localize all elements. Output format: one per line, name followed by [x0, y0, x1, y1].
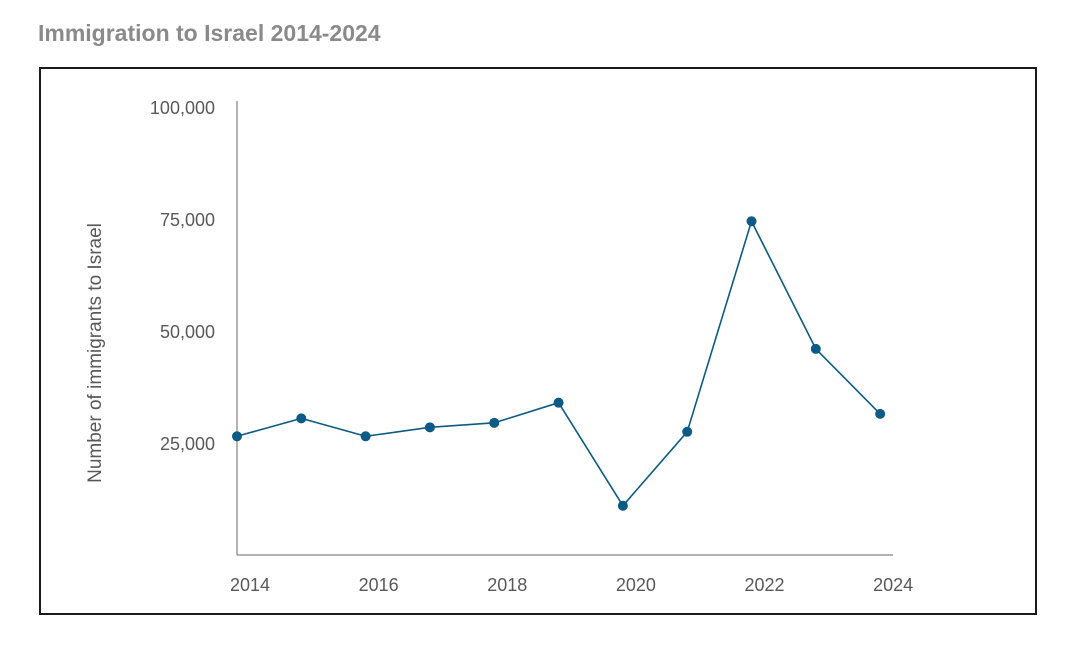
x-tick-label: 2024 — [873, 575, 913, 595]
chart-frame: 25,000 50,000 75,000 100,000 2014 2016 2018 20… — [39, 67, 1037, 615]
data-point — [489, 417, 500, 428]
axes — [236, 101, 893, 556]
data-point — [875, 408, 886, 419]
data-point — [617, 500, 628, 511]
data-point — [746, 216, 757, 227]
x-tick-label: 2020 — [616, 575, 656, 595]
y-tick-label: 75,000 — [160, 210, 215, 230]
y-axis-title: Number of immigrants to Israel — [85, 223, 106, 483]
data-point — [810, 343, 821, 354]
x-tick-label: 2022 — [744, 575, 784, 595]
x-axis-ticks: 2014 2016 2018 2020 2022 2024 — [230, 575, 913, 595]
y-axis-ticks: 25,000 50,000 75,000 100,000 — [150, 98, 215, 454]
y-tick-label: 50,000 — [160, 322, 215, 342]
y-tick-label: 100,000 — [150, 98, 215, 118]
data-point — [553, 397, 564, 408]
data-point — [424, 422, 435, 433]
y-tick-label: 25,000 — [160, 434, 215, 454]
data-point — [682, 426, 693, 437]
data-series — [232, 216, 886, 511]
data-point — [232, 431, 242, 442]
chart-title: Immigration to Israel 2014-2024 — [38, 20, 381, 46]
x-tick-label: 2018 — [487, 575, 527, 595]
data-point — [360, 431, 371, 442]
x-tick-label: 2016 — [359, 575, 399, 595]
x-tick-label: 2014 — [230, 575, 270, 595]
series-line — [236, 220, 881, 507]
data-point — [296, 413, 307, 424]
